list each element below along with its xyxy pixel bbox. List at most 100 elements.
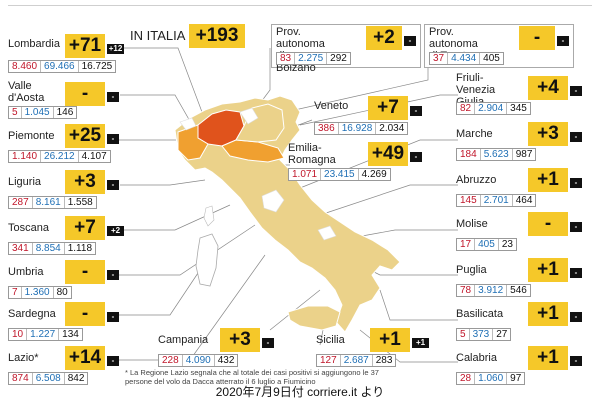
region-tag: - [107,134,119,144]
region-tag: - [557,36,569,46]
region-tag: - [570,132,582,142]
region-stat-red: 78 [457,285,476,296]
region-name: Emilia- Romagna [288,142,336,166]
region-stat-black: 464 [515,195,533,206]
region-stats: 145 2.701 464 [456,194,537,207]
region-delta: +1 [370,328,410,352]
region-name: Campania [158,334,209,346]
region-delta: +2 [366,26,402,50]
region-name: Liguria [8,176,42,188]
region-stat-black: 2.034 [379,123,405,134]
region-stat-black: 432 [217,355,235,366]
region-stat-black: 4.269 [361,169,387,180]
region-name: Umbria [8,266,44,278]
region-delta: - [528,212,568,236]
region-tag: - [107,92,119,102]
region-stats: 287 8.161 1.558 [8,196,97,209]
region-delta: +14 [65,346,105,370]
region-stat-black: 97 [510,373,522,384]
region-stats: 1.071 23.415 4.269 [288,168,391,181]
region-tag: - [570,312,582,322]
region-tag: - [570,178,582,188]
region-stat-red: 386 [315,123,339,134]
region-stat-black: 345 [510,103,527,114]
region-delta: +7 [65,216,105,240]
region-stat-blue: 2.701 [481,195,513,206]
region-stat-black: 283 [375,355,393,366]
region-delta: +7 [368,96,408,120]
region-stat-blue: 405 [475,239,499,250]
region-stats: 17 405 23 [456,238,517,251]
region-name: Piemonte [8,130,55,142]
region-stat-blue: 4.090 [183,355,215,366]
region-stat-black: 134 [62,329,79,340]
region-stat-black: 27 [496,329,508,340]
region-stat-red: 28 [457,373,476,384]
region-stat-red: 145 [457,195,481,206]
region-stats: 7 1.360 80 [8,286,72,299]
region-stat-black: 16.725 [81,61,113,72]
region-stat-black: 23 [501,239,513,250]
region-stats: 5 373 27 [456,328,512,341]
region-name: Calabria [456,352,497,364]
region-delta: +49 [368,142,408,166]
region-stat-blue: 1.227 [27,329,60,340]
region-stat-red: 287 [9,197,33,208]
region-delta: - [65,260,105,284]
region-tag: +2 [107,226,124,236]
sardegna-shape [195,233,219,287]
region-stat-black: 1.558 [67,197,93,208]
italia-delta: +193 [189,24,245,48]
region-stat-black: 405 [483,53,500,64]
region-stats: 228 4.090 432 [158,354,239,367]
footnote: * La Regione Lazio segnala che al totale… [125,368,379,386]
region-name: Veneto [314,100,349,112]
region-stat-red: 127 [317,355,341,366]
region-stat-red: 37 [430,53,449,64]
region-delta: - [519,26,555,50]
region-stat-blue: 5.623 [481,149,513,160]
region-tag: - [107,270,119,280]
region-name: Lazio* [8,352,39,364]
region-delta: +3 [528,122,568,146]
region-delta: +71 [65,34,105,58]
region-stats: 127 2.687 283 [316,354,397,367]
region-tag: - [107,312,119,322]
valle-d-aosta-shape [179,117,197,131]
region-stat-red: 5 [9,107,22,118]
veneto-shape [235,103,285,143]
molise-shape [317,225,337,241]
region-name: Molise [456,218,488,230]
region-stat-blue: 2.275 [295,53,328,64]
region-tag: - [107,356,119,366]
region-stat-red: 82 [457,103,476,114]
region-name: Toscana [8,222,49,234]
sicilia-shape [287,305,341,331]
region-stat-black: 1.118 [67,243,93,254]
trento-shape [239,107,259,125]
region-name: Sardegna [8,308,56,320]
region-delta: +1 [528,258,568,282]
region-stat-red: 17 [457,239,476,250]
region-name: Valle d'Aosta [8,80,45,104]
region-delta: +4 [528,76,568,100]
region-stat-blue: 26.212 [41,151,79,162]
region-stats: 78 3.912 546 [456,284,531,297]
region-name: Lombardia [8,38,60,50]
region-tag: - [410,106,422,116]
region-stat-red: 7 [9,287,22,298]
region-stats: 5 1.045 146 [8,106,78,119]
region-stat-red: 874 [9,373,33,384]
region-stats: 10 1.227 134 [8,328,83,341]
region-stats: 28 1.060 97 [456,372,526,385]
region-stat-blue: 69.466 [41,61,79,72]
region-name: Marche [456,128,493,140]
region-stat-black: 146 [56,107,74,118]
region-delta: +1 [528,346,568,370]
region-delta: +25 [65,124,105,148]
region-tag: - [570,222,582,232]
region-stats: 874 6.508 842 [8,372,89,385]
region-stat-black: 546 [510,285,527,296]
region-delta: +1 [528,302,568,326]
